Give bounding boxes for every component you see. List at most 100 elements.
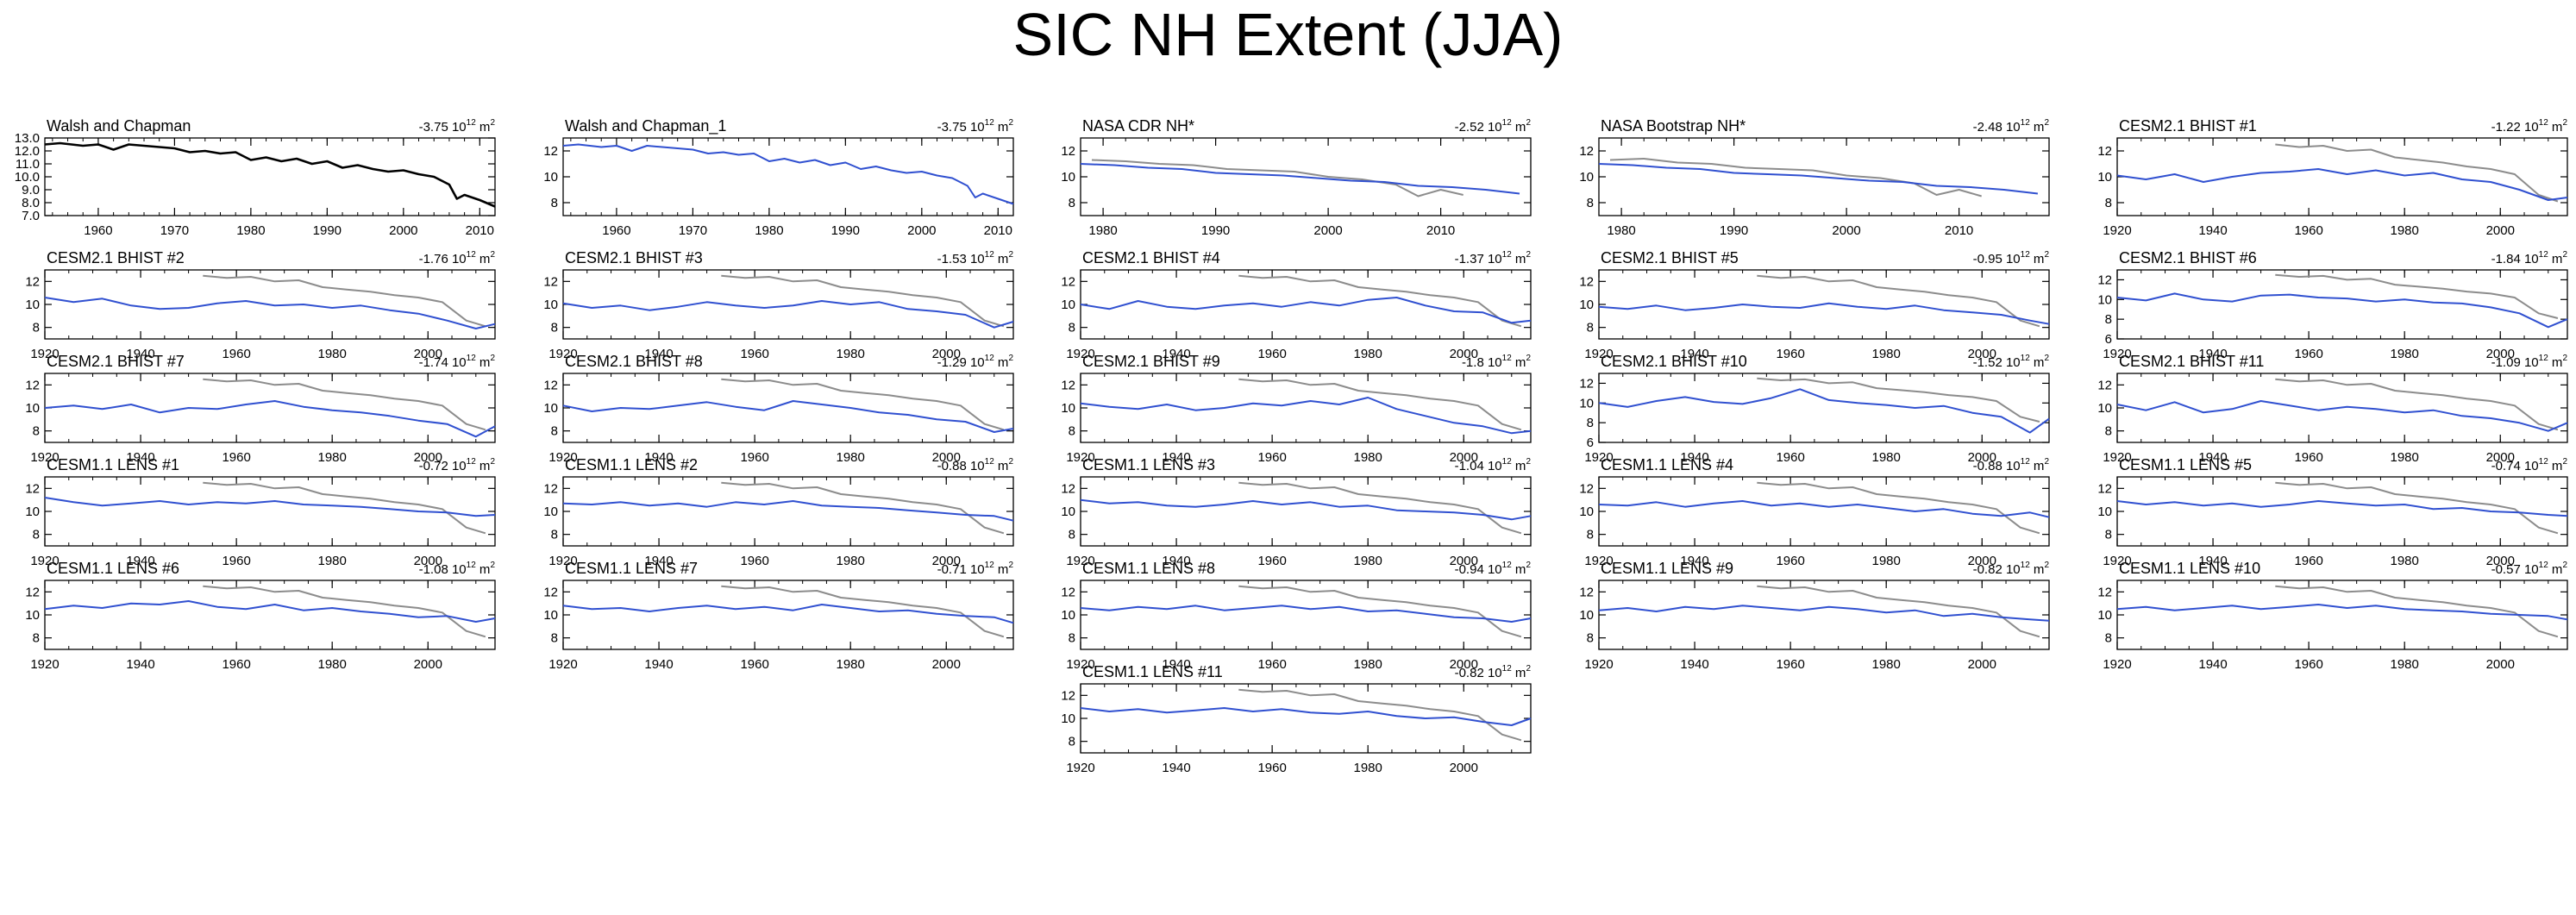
panel-16: CESM1.1 LENS #1 -0.72 1012 m2 1920 1940 1960… (25, 456, 496, 568)
x-tick-label: 1980 (1872, 554, 1901, 568)
y-tick-label: 8 (2105, 312, 2112, 327)
x-tick-label: 1980 (1872, 657, 1901, 672)
model-series-line (1080, 707, 1532, 726)
x-tick-label: 1960 (222, 347, 250, 361)
panel-trend: -0.88 1012 m2 (937, 457, 1014, 473)
x-tick-label: 1940 (2198, 347, 2227, 361)
x-tick-label: 1920 (30, 347, 59, 361)
obs-series-line (721, 378, 1005, 431)
panel-22: CESM1.1 LENS #7 -0.71 1012 m2 1920 1940 1960… (543, 560, 1014, 672)
x-tick-label: 1980 (1354, 450, 1382, 465)
x-tick-label: 1970 (679, 223, 707, 238)
x-tick-label: 1940 (2198, 554, 2227, 568)
x-tick-label: 2000 (2486, 450, 2515, 465)
x-tick-label: 2000 (907, 223, 936, 238)
x-tick-label: 1920 (1066, 761, 1094, 775)
x-tick-label: 1980 (1354, 554, 1382, 568)
y-tick-label: 8.0 (22, 196, 40, 210)
panel-7: CESM2.1 BHIST #3 -1.53 1012 m2 1920 1940 196… (543, 249, 1014, 361)
x-tick-label: 1940 (1680, 657, 1708, 672)
x-tick-label: 1920 (548, 554, 577, 568)
x-tick-label: 1980 (1354, 347, 1382, 361)
x-tick-label: 2000 (1832, 223, 1860, 238)
y-tick-label: 6 (2105, 332, 2112, 347)
panel-title: CESM1.1 LENS #8 (1082, 560, 1215, 577)
panel-11: CESM2.1 BHIST #7 -1.74 1012 m2 1920 1940 196… (25, 353, 496, 465)
panel-24: CESM1.1 LENS #9 -0.82 1012 m2 1920 1940 1960… (1579, 560, 2050, 672)
x-tick-label: 1940 (1680, 347, 1708, 361)
obs-series-line (1757, 481, 2040, 535)
y-tick-label: 12 (1579, 481, 1594, 496)
obs-series-line (1757, 585, 2040, 638)
panel-title: Walsh and Chapman_1 (565, 117, 726, 135)
panel-title: CESM2.1 BHIST #2 (47, 249, 185, 266)
x-tick-label: 1940 (1162, 657, 1190, 672)
y-tick-label: 12 (1061, 274, 1075, 289)
panel-trend: -0.71 1012 m2 (937, 561, 1014, 577)
x-tick-label: 1960 (1776, 450, 1804, 465)
x-tick-label: 1960 (222, 554, 250, 568)
y-tick-label: 10 (1579, 505, 1594, 519)
x-tick-label: 1940 (126, 450, 154, 465)
panel-trend: -1.84 1012 m2 (2491, 250, 2568, 266)
panel-title: CESM2.1 BHIST #1 (2119, 117, 2257, 135)
x-tick-label: 1920 (548, 347, 577, 361)
panel-trend: -1.8 1012 m2 (1462, 354, 1532, 370)
y-tick-label: 10 (543, 608, 558, 623)
y-tick-label: 13.0 (15, 131, 40, 146)
y-tick-label: 12 (543, 274, 558, 289)
x-tick-label: 1960 (84, 223, 112, 238)
y-tick-label: 12 (2097, 481, 2112, 496)
panel-trend: -2.52 1012 m2 (1455, 118, 1532, 135)
panel-trend: -1.37 1012 m2 (1455, 250, 1532, 266)
x-tick-label: 2000 (414, 450, 442, 465)
panel-trend: -0.72 1012 m2 (419, 457, 496, 473)
obs-series-line (1609, 158, 1982, 197)
panel-17: CESM1.1 LENS #2 -0.88 1012 m2 1920 1940 1960… (543, 456, 1014, 568)
y-tick-label: 8 (33, 424, 40, 439)
model-series-line (44, 400, 496, 438)
x-tick-label: 1960 (1776, 554, 1804, 568)
x-tick-label: 2000 (2486, 347, 2515, 361)
model-series-line (1080, 297, 1532, 324)
model-series-line (2116, 292, 2568, 329)
y-tick-label: 12 (1061, 688, 1075, 703)
x-tick-label: 2000 (2486, 223, 2515, 238)
y-tick-label: 12 (25, 481, 40, 496)
panel-10: CESM2.1 BHIST #6 -1.84 1012 m2 1920 1940 196… (2097, 249, 2568, 361)
x-tick-label: 1920 (548, 450, 577, 465)
panel-title: CESM2.1 BHIST #5 (1601, 249, 1739, 266)
panel-title: CESM2.1 BHIST #3 (565, 249, 703, 266)
panel-title: CESM2.1 BHIST #10 (1601, 353, 1747, 370)
x-tick-label: 2000 (1968, 554, 1996, 568)
x-tick-label: 1980 (318, 347, 347, 361)
x-tick-label: 1980 (837, 657, 865, 672)
y-tick-label: 10 (1061, 608, 1075, 623)
panel-15: CESM2.1 BHIST #11 -1.09 1012 m2 1920 1940 19… (2097, 353, 2568, 465)
panel-trend: -0.94 1012 m2 (1455, 561, 1532, 577)
panel-25: CESM1.1 LENS #10 -0.57 1012 m2 1920 1940 196… (2097, 560, 2568, 672)
panel-9: CESM2.1 BHIST #5 -0.95 1012 m2 1920 1940 196… (1579, 249, 2050, 361)
x-tick-label: 1960 (2294, 554, 2322, 568)
panel-title: CESM1.1 LENS #3 (1082, 456, 1215, 473)
panel-trend: -3.75 1012 m2 (937, 118, 1014, 135)
y-tick-label: 12 (1579, 376, 1594, 391)
x-tick-label: 2000 (1968, 450, 1996, 465)
x-tick-label: 1920 (2103, 450, 2131, 465)
y-tick-label: 10 (2097, 292, 2112, 307)
panel-4: NASA Bootstrap NH* -2.48 1012 m2 1980 1990 2… (1579, 117, 2050, 238)
y-tick-label: 8 (1587, 631, 1594, 646)
y-tick-label: 8 (1069, 321, 1075, 335)
x-tick-label: 1980 (755, 223, 783, 238)
x-tick-label: 1980 (318, 450, 347, 465)
x-tick-label: 2000 (1450, 347, 1478, 361)
y-tick-label: 12 (2097, 144, 2112, 159)
y-tick-label: 8 (551, 631, 558, 646)
x-tick-label: 1960 (1776, 657, 1804, 672)
x-tick-label: 1980 (2391, 223, 2419, 238)
panel-trend: -0.95 1012 m2 (1973, 250, 2050, 266)
panel-title: CESM1.1 LENS #1 (47, 456, 179, 473)
model-series-line (1598, 388, 2050, 434)
y-tick-label: 10 (25, 401, 40, 416)
obs-series-line (2275, 481, 2559, 535)
